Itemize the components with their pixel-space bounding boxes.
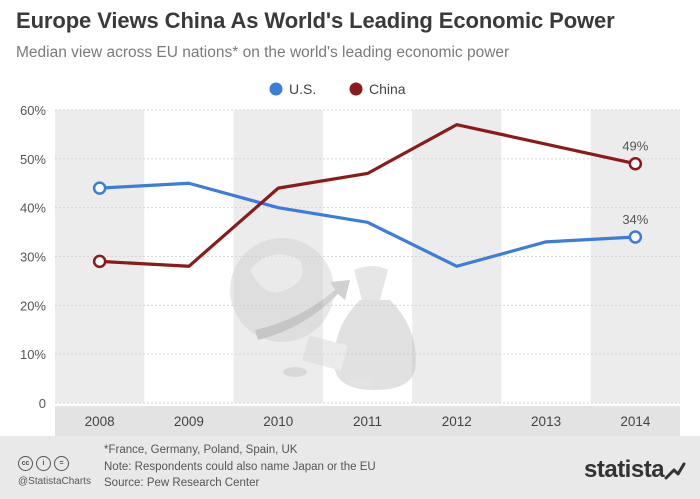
y-tick-label: 20% [20,298,46,313]
footer-notes: *France, Germany, Poland, Spain, UK Note… [104,442,376,492]
legend-marker-1 [349,82,363,96]
series-endpoint-1 [92,254,107,269]
note-source: Source: Pew Research Center [104,477,260,489]
chart-title: Europe Views China As World's Leading Ec… [16,8,615,33]
legend-label-1: China [369,81,406,97]
twitter-handle[interactable]: @StatistaCharts [18,476,91,487]
x-tick-label: 2009 [174,414,204,429]
x-axis-band [55,406,680,436]
y-tick-label: 50% [20,152,46,167]
series-endpoint-1 [628,156,643,171]
series-endpoint-0 [92,181,107,195]
y-tick-label: 40% [20,201,46,216]
banknote-icon [302,335,348,371]
coin-icon [283,367,307,377]
y-tick-label: 10% [20,347,46,362]
money-bag-icon [334,300,416,390]
chart-subtitle: Median view across EU nations* on the wo… [16,44,510,61]
legend-marker-0 [269,82,283,96]
end-value-label: 34% [622,212,648,227]
globe-icon [230,238,334,342]
line-chart: 0 10% 20% 30% 40% 50% 60% 2008 2009 2010 2011 2012 2… [20,81,680,436]
attribution-icon[interactable]: i [36,456,51,471]
series-line-1 [99,123,636,268]
rising-arrow-icon [255,280,350,340]
no-derivatives-icon[interactable]: = [54,456,69,471]
footer [0,436,700,499]
legend-label-0: U.S. [289,81,316,97]
money-globe-illustration [230,238,416,390]
series-line-0 [99,181,636,268]
series-endpoint-0 [628,230,643,244]
x-tick-label: 2014 [620,414,651,429]
x-tick-label: 2008 [85,414,115,429]
note-countries: *France, Germany, Poland, Spain, UK [104,444,298,456]
y-tick-label: 60% [20,103,46,118]
creative-commons-icon[interactable]: cc [18,456,33,471]
statista-logo[interactable]: statista [584,456,665,483]
coin-icon [348,377,372,387]
x-tick-label: 2011 [353,414,382,429]
x-tick-label: 2012 [442,414,472,429]
continent-shape [250,254,303,293]
x-tick-label: 2013 [531,414,561,429]
statista-arrow-icon [664,462,686,480]
note-respondents: Note: Respondents could also name Japan … [104,460,376,473]
end-value-label: 49% [622,139,648,154]
y-tick-label: 30% [20,250,46,265]
x-tick-label: 2010 [263,414,293,429]
license-icons: cc i = [18,456,69,471]
money-bag-top [354,266,388,300]
y-tick-label: 0 [39,396,46,411]
